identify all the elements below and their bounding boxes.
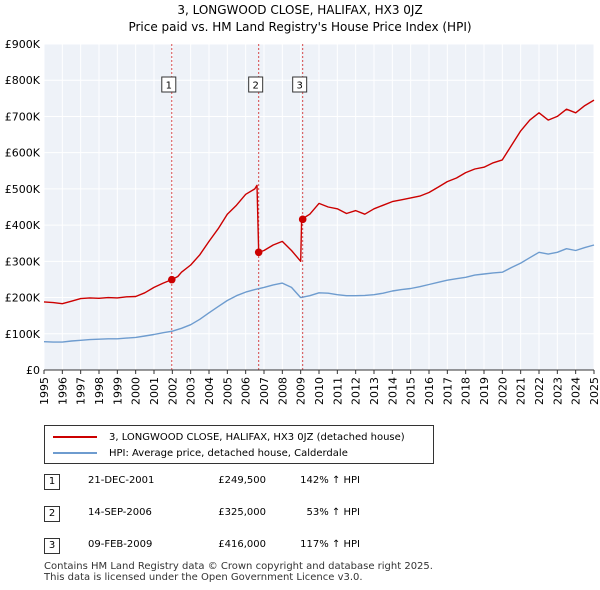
- x-tick-label: 2000: [130, 377, 143, 405]
- y-tick-label: £100K: [5, 328, 41, 341]
- x-tick-label: 2024: [570, 377, 583, 405]
- chart-subtitle: Price paid vs. HM Land Registry's House …: [128, 20, 472, 34]
- sale-label: 1: [166, 81, 172, 92]
- x-tick-label: 2014: [386, 377, 399, 405]
- footer-copyright: Contains HM Land Registry data © Crown c…: [44, 561, 433, 572]
- legend-label-hpi: HPI: Average price, detached house, Cald…: [109, 447, 348, 459]
- x-tick-label: 1995: [38, 377, 51, 405]
- sale-number: 1: [44, 474, 60, 490]
- y-tick-label: £600K: [5, 147, 41, 160]
- legend-swatch-property: [53, 436, 97, 438]
- legend-item-property: 3, LONGWOOD CLOSE, HALIFAX, HX3 0JZ (det…: [53, 430, 405, 444]
- sale-date: 21-DEC-2001: [88, 475, 155, 486]
- x-tick-label: 2002: [166, 377, 179, 405]
- sale-point: [167, 275, 176, 284]
- y-tick-label: £800K: [5, 74, 41, 87]
- legend: 3, LONGWOOD CLOSE, HALIFAX, HX3 0JZ (det…: [44, 425, 434, 464]
- x-tick-label: 2016: [423, 377, 436, 405]
- chart: £0 £100K £200K £300K £400K £500K £600K £700K £80…: [5, 38, 600, 405]
- x-tick-label: 2013: [368, 377, 381, 405]
- x-tick-label: 2008: [276, 377, 289, 405]
- y-tick-label: £700K: [5, 110, 41, 123]
- sale-label: 3: [296, 81, 302, 92]
- x-tick-label: 2003: [185, 377, 198, 405]
- footer: Contains HM Land Registry data © Crown c…: [44, 561, 433, 583]
- x-tick-label: 2007: [258, 377, 271, 405]
- sale-label-box: [248, 76, 264, 93]
- x-tick-label: 2021: [515, 377, 528, 405]
- sale-date: 09-FEB-2009: [88, 539, 153, 550]
- legend-item-hpi: HPI: Average price, detached house, Cald…: [53, 446, 348, 460]
- y-tick-label: £400K: [5, 219, 41, 232]
- x-tick-label: 2012: [350, 377, 363, 405]
- sale-label-box: [161, 76, 177, 93]
- sale-row-1: 1 21-DEC-2001 £249,500 142% ↑ HPI: [0, 474, 600, 492]
- legend-label-property: 3, LONGWOOD CLOSE, HALIFAX, HX3 0JZ (det…: [109, 431, 405, 443]
- footer-licence: This data is licensed under the Open Gov…: [44, 572, 363, 583]
- y-tick-label: £300K: [5, 255, 41, 268]
- chart-title: 3, LONGWOOD CLOSE, HALIFAX, HX3 0JZ: [177, 3, 423, 17]
- x-tick-label: 2010: [313, 377, 326, 405]
- x-tick-label: 2025: [588, 377, 600, 405]
- x-tick-label: 2006: [240, 377, 253, 405]
- x-tick-label: 2009: [295, 377, 308, 405]
- x-tick-label: 1997: [75, 377, 88, 405]
- sale-hpi-change: 142% ↑ HPI: [300, 475, 360, 486]
- x-tick-label: 2017: [441, 377, 454, 405]
- y-tick-label: £500K: [5, 183, 41, 196]
- x-tick-label: 2005: [221, 377, 234, 405]
- x-tick-label: 2001: [148, 377, 161, 405]
- x-tick-label: 2022: [533, 377, 546, 405]
- x-tick-label: 1998: [93, 377, 106, 405]
- sale-number: 3: [44, 538, 60, 554]
- sale-point: [298, 215, 307, 224]
- y-tick-label: £200K: [5, 292, 41, 305]
- x-tick-label: 2020: [496, 377, 509, 405]
- x-tick-label: 1999: [111, 377, 124, 405]
- sale-label-box: [292, 76, 308, 93]
- sale-row-2: 2 14-SEP-2006 £325,000 53% ↑ HPI: [0, 506, 600, 524]
- y-tick-label: £900K: [5, 38, 41, 51]
- sale-hpi-change: 53% ↑ HPI: [306, 507, 360, 518]
- x-tick-label: 1996: [56, 377, 69, 405]
- sale-row-3: 3 09-FEB-2009 £416,000 117% ↑ HPI: [0, 538, 600, 556]
- legend-swatch-hpi: [53, 452, 97, 454]
- x-tick-label: 2023: [551, 377, 564, 405]
- sale-price: £416,000: [218, 539, 266, 550]
- sale-label: 2: [252, 81, 258, 92]
- x-tick-label: 2011: [331, 377, 344, 405]
- sale-point: [254, 248, 263, 257]
- x-tick-label: 2019: [478, 377, 491, 405]
- x-tick-label: 2018: [460, 377, 473, 405]
- x-tick-label: 2015: [405, 377, 418, 405]
- sale-date: 14-SEP-2006: [88, 507, 152, 518]
- y-tick-label: £0: [26, 364, 40, 377]
- sale-price: £249,500: [218, 475, 266, 486]
- x-tick-label: 2004: [203, 377, 216, 405]
- sale-number: 2: [44, 506, 60, 522]
- series-line-hpi: [43, 244, 595, 343]
- sale-price: £325,000: [218, 507, 266, 518]
- sale-hpi-change: 117% ↑ HPI: [300, 539, 360, 550]
